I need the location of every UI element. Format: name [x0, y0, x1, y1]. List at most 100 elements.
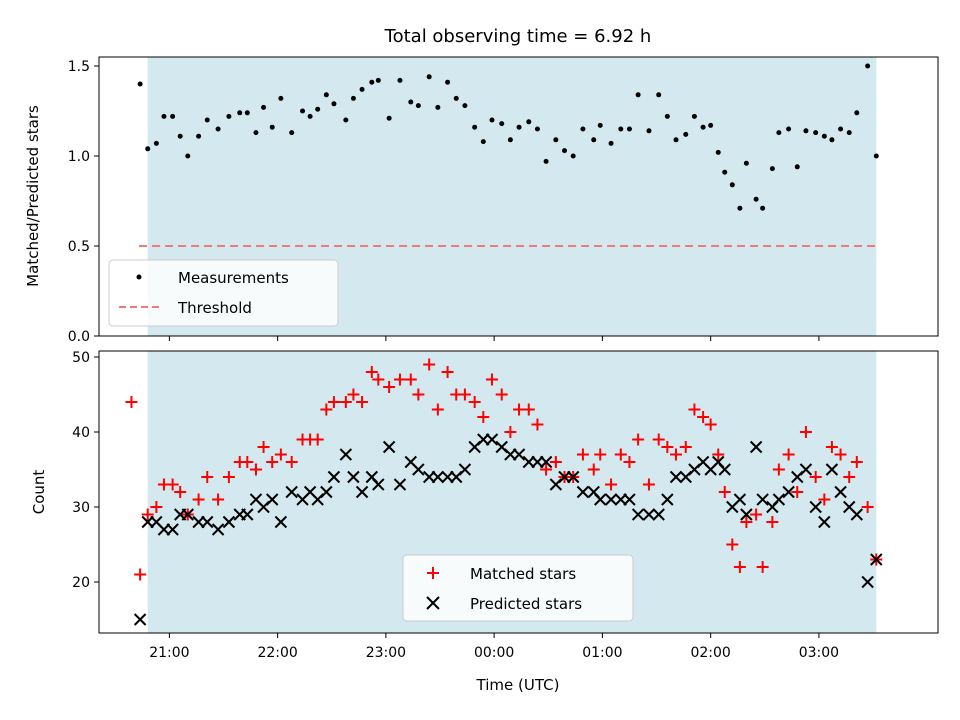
chart-title: Total observing time = 6.92 h [384, 26, 652, 47]
measurement-point [453, 95, 459, 101]
predicted-star-point [347, 470, 360, 484]
matched-star-point [850, 456, 863, 468]
measurement-point [161, 113, 167, 119]
y-tick-label: 20 [72, 575, 90, 591]
predicted-star-point [181, 508, 194, 521]
predicted-star-point [825, 463, 839, 476]
measurement-point [244, 110, 250, 116]
measurement-point [480, 139, 486, 145]
measurement-point [691, 113, 697, 119]
predicted-star-stroke-b [266, 493, 279, 506]
predicted-star-point [631, 508, 645, 521]
measurement-point [786, 126, 792, 132]
matched-star-point [441, 366, 454, 378]
matched-star-point [782, 448, 795, 461]
x-tick-label: 23:00 [366, 645, 406, 661]
measurement-point [278, 95, 284, 101]
predicted-star-point [642, 508, 656, 521]
matched-star-point [799, 426, 812, 438]
measurement-point [700, 124, 706, 130]
measurement-point [708, 122, 714, 128]
predicted-star-point [241, 508, 254, 521]
predicted-star-point [861, 575, 874, 589]
measurement-point [397, 77, 403, 83]
matched-star-point [285, 456, 298, 468]
predicted-star-stroke-b [181, 508, 194, 521]
legend-matched-label: Matched stars [470, 565, 576, 583]
matched-star-point [393, 373, 406, 386]
matched-star-point [712, 448, 725, 461]
predicted-star-stroke-b [249, 493, 263, 506]
predicted-star-stroke-b [339, 448, 353, 461]
matched-star-point [274, 448, 287, 461]
measurement-point [226, 113, 232, 119]
matched-star-point [485, 373, 498, 386]
matched-star-point [477, 411, 490, 423]
matched-star-point [241, 456, 254, 468]
x-tick-label: 22:00 [257, 645, 297, 661]
predicted-star-stroke-b [631, 508, 645, 521]
predicted-star-stroke-b [782, 485, 795, 499]
measurement-point [618, 126, 624, 132]
measurement-point [854, 110, 860, 116]
predicted-star-point [166, 523, 179, 536]
predicted-star-stroke-b [327, 470, 341, 484]
predicted-star-stroke-b [594, 493, 607, 506]
predicted-star-point [201, 515, 214, 529]
predicted-star-point [222, 515, 236, 529]
predicted-star-stroke-b [772, 493, 786, 506]
matched-star-point [495, 388, 508, 401]
measurement-point [137, 81, 143, 87]
predicted-star-stroke-b [661, 493, 674, 506]
measurement-point [261, 104, 267, 110]
measurement-point [300, 108, 306, 114]
matched-star-point [576, 448, 589, 461]
matched-star-point [688, 403, 701, 416]
x-tick-label: 01:00 [582, 645, 622, 661]
measurement-point [664, 113, 670, 119]
predicted-star-stroke-b [652, 508, 665, 521]
predicted-star-stroke-b [825, 463, 839, 476]
legend-predicted-label: Predicted stars [470, 595, 582, 613]
matched-star-point [834, 448, 847, 461]
matched-star-point [201, 471, 214, 483]
predicted-star-stroke-b [809, 500, 822, 514]
measurement-point [646, 128, 652, 134]
matched-star-point [222, 471, 235, 483]
measurement-point [543, 158, 549, 164]
measurement-point [315, 106, 321, 112]
measurement-point [743, 160, 749, 166]
predicted-star-point [431, 470, 445, 484]
predicted-star-point [211, 523, 225, 536]
predicted-star-stroke-b [382, 440, 396, 454]
measurement-point [435, 104, 441, 110]
predicted-star-point [485, 433, 499, 446]
measurement-point [608, 140, 614, 146]
predicted-star-point [266, 493, 279, 506]
legend-measurements-label: Measurements [178, 269, 289, 287]
predicted-star-point [652, 508, 665, 521]
matched-star-point [257, 441, 270, 453]
matched-star-point [661, 441, 674, 453]
measurement-point [507, 137, 513, 143]
matched-star-point [431, 403, 444, 416]
measurement-point [289, 130, 295, 136]
measurement-point [516, 124, 522, 130]
matched-star-point [756, 561, 769, 573]
predicted-star-point [285, 485, 298, 499]
x-axis-label: Time (UTC) [476, 676, 560, 694]
predicted-star-stroke-b [818, 515, 831, 529]
predicted-star-stroke-b [431, 470, 445, 484]
matched-star-point [174, 486, 187, 498]
predicted-star-stroke-b [756, 493, 769, 506]
predicted-star-point [740, 508, 753, 521]
predicted-star-stroke-b [861, 575, 874, 589]
measurement-point [185, 153, 191, 159]
matched-star-point [861, 501, 874, 513]
measurement-point [375, 77, 381, 83]
predicted-star-stroke-b [512, 448, 526, 461]
predicted-star-point [512, 448, 526, 461]
y-tick-label: 0.5 [68, 239, 90, 255]
matched-star-point [125, 396, 138, 408]
